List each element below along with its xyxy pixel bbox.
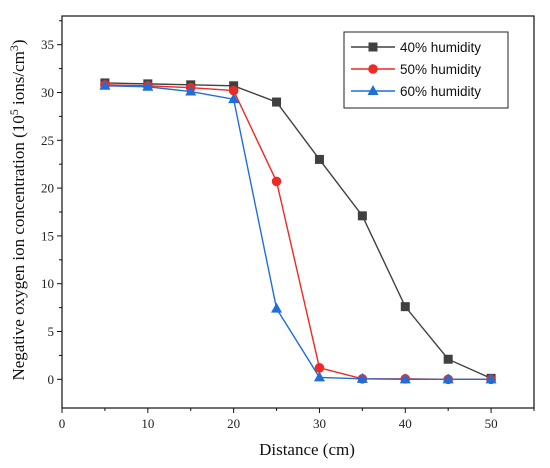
y-tick-label: 20 [41, 181, 54, 196]
legend-marker [368, 64, 378, 74]
data-point [313, 371, 325, 382]
data-point [485, 373, 497, 384]
series-line [104, 84, 492, 381]
x-tick-label: 40 [399, 416, 412, 431]
x-tick-label: 20 [227, 416, 240, 431]
y-tick-label: 10 [41, 276, 54, 291]
series-2 [100, 80, 496, 385]
y-tick-label: 0 [48, 372, 55, 387]
data-point [314, 363, 325, 373]
legend-marker [368, 42, 378, 52]
y-tick-label: 15 [41, 228, 54, 243]
y-axis-title-mid: ions/cm [9, 51, 28, 109]
legend-marker [367, 85, 379, 95]
data-point [228, 93, 240, 104]
y-tick-label: 5 [48, 324, 55, 339]
legend: 40% humidity 50% humidity 60% humidity [343, 31, 509, 109]
legend-label: 40% humidity [400, 40, 481, 55]
legend-label: 50% humidity [400, 62, 481, 77]
data-point [99, 79, 111, 90]
x-axis-title: Distance (cm) [259, 440, 355, 459]
data-point [185, 85, 197, 96]
y-tick-label: 30 [41, 85, 54, 100]
x-tick-label: 50 [485, 416, 498, 431]
data-point [399, 373, 411, 384]
x-tick-label: 0 [59, 416, 66, 431]
data-point [400, 302, 410, 312]
data-point [271, 176, 282, 187]
y-axis-title-end: ) [9, 39, 28, 45]
y-axis: 0 5 10 15 20 25 30 35 [41, 20, 62, 387]
data-point [443, 354, 453, 364]
data-point [442, 373, 454, 384]
data-point [314, 154, 324, 164]
data-point [228, 85, 239, 96]
y-tick-label: 25 [41, 133, 54, 148]
series-line [104, 85, 492, 381]
x-axis: 0 10 20 30 40 50 [59, 408, 535, 431]
y-tick-label: 35 [41, 37, 54, 52]
x-tick-label: 30 [313, 416, 326, 431]
y-axis-title-main: Negative oxygen ion concentration (10 [9, 115, 28, 380]
y-axis-title: Negative oxygen ion concentration (105 i… [7, 39, 28, 380]
series-1 [100, 78, 496, 383]
series-line [104, 82, 492, 380]
x-tick-label: 10 [141, 416, 154, 431]
data-point [142, 80, 154, 91]
y-axis-title-exp1: 5 [7, 109, 21, 115]
data-point [272, 97, 282, 107]
series-3 [99, 79, 497, 384]
series-layer [99, 78, 497, 385]
y-axis-title-exp2: 3 [7, 45, 21, 51]
data-point [357, 211, 367, 221]
data-point [271, 302, 283, 313]
data-point [356, 372, 368, 383]
legend-label: 60% humidity [400, 84, 481, 99]
